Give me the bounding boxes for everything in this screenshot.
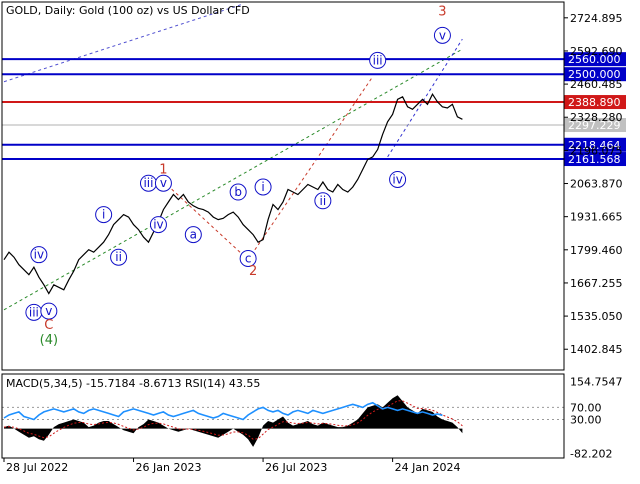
wave-label-major: 2 (249, 264, 257, 279)
level-badge-label: 2218.464 (568, 139, 621, 152)
indicator-y-tick-label: 154.7547 (570, 376, 623, 389)
chart-title: GOLD, Daily: Gold (100 oz) vs US Dollar … (6, 4, 250, 17)
x-tick-label: 24 Jan 2024 (395, 461, 461, 474)
price-y-tick-label: 1667.255 (570, 277, 623, 290)
level-badge-label: 2500.000 (568, 68, 621, 81)
level-badge (564, 52, 626, 67)
x-tick-label: 26 Jan 2023 (136, 461, 202, 474)
wave-label-major: 3 (438, 5, 446, 20)
wave-label-circle (389, 170, 407, 188)
wave-label: iv (153, 218, 163, 232)
rsi-series (3, 401, 443, 421)
wave-label-circle (30, 246, 48, 264)
wave-label: ii (320, 194, 327, 208)
wave-label: iv (392, 172, 402, 186)
price-line-series (3, 92, 463, 295)
wave-label-circle (239, 249, 257, 267)
price-y-tick-label: 2196.075 (570, 144, 623, 157)
price-y-tick-label: 2592.690 (570, 45, 623, 58)
price-panel-frame (1, 1, 565, 371)
wave-3-connector (247, 76, 374, 260)
level-badge-label: 2388.890 (568, 96, 621, 109)
wave-label-circle (110, 248, 128, 266)
level-badge-label: 2560.000 (568, 53, 621, 66)
level-badge-label: 2161.568 (568, 153, 621, 166)
indicator-y-tick-label: -82.202 (570, 448, 612, 461)
wave-label: i (102, 208, 105, 222)
wave-label: b (234, 185, 242, 199)
wave-label: i (261, 180, 264, 194)
wave-label-circle (229, 183, 247, 201)
wave-label-circle (433, 26, 451, 44)
wave-label-circle (40, 302, 58, 320)
wave-label-circle (95, 206, 113, 224)
indicator-panel-frame (1, 373, 565, 459)
level-badge (564, 118, 626, 133)
indicator-y-tick-label: 30.00 (570, 414, 602, 427)
indicator-y-tick-label: 70.00 (570, 401, 602, 414)
price-y-tick-label: 1535.050 (570, 310, 623, 323)
wave-2-connector (158, 176, 249, 261)
level-badge (564, 67, 626, 82)
price-y-tick-label: 2328.280 (570, 111, 623, 124)
price-y-tick-label: 2724.895 (570, 12, 623, 25)
level-badge (564, 137, 626, 152)
x-tick-label: 28 Jul 2022 (6, 461, 68, 474)
wave-label: c (245, 251, 252, 265)
indicator-title: MACD(5,34,5) -15.7184 -8.6713 RSI(14) 43… (6, 377, 260, 390)
wave-label-degree: (4) (40, 333, 58, 348)
wave-label-circle (314, 192, 332, 210)
wave-label-major: 1 (159, 162, 167, 177)
wave-label: v (45, 304, 52, 318)
wave-label: ii (115, 250, 122, 264)
wave-label-circle (369, 51, 387, 69)
wave-label: iii (143, 176, 153, 190)
price-y-tick-label: 1799.460 (570, 244, 623, 257)
wave-channel-line (3, 48, 463, 311)
wave-label-circle (154, 174, 172, 192)
wave-label: iii (373, 53, 383, 67)
price-y-tick-label: 2460.485 (570, 78, 623, 91)
macd-histogram-series (4, 395, 463, 447)
level-badge-label: 2297.229 (568, 119, 621, 132)
wave-label-circle (254, 178, 272, 196)
wave-label-circle (184, 226, 202, 244)
price-y-tick-label: 1402.845 (570, 343, 623, 356)
wave-label: v (439, 28, 446, 42)
wave-label: v (160, 176, 167, 190)
x-tick-label: 26 Jul 2023 (265, 461, 327, 474)
wave-label-circle (149, 216, 167, 234)
wave-label-major: C (44, 318, 53, 333)
wave-label: a (190, 228, 197, 242)
level-badge (564, 95, 626, 110)
wave-label: iii (29, 305, 39, 319)
level-badge (564, 152, 626, 167)
price-y-tick-label: 2063.870 (570, 178, 623, 191)
wave-label: iv (34, 248, 44, 262)
price-y-tick-label: 1931.665 (570, 211, 623, 224)
